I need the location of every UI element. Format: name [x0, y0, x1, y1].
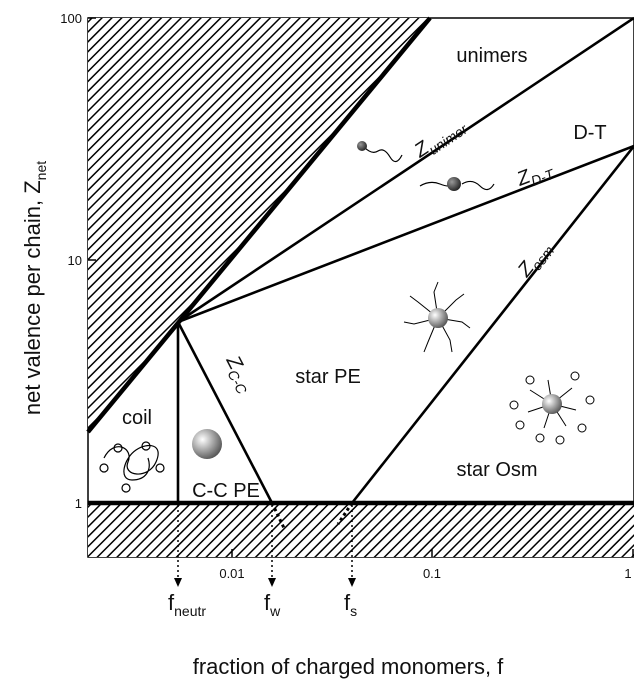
- region-label: star Osm: [456, 459, 537, 481]
- y-tick-label: 100: [60, 11, 82, 26]
- region-label: C-C PE: [192, 480, 260, 502]
- y-axis-subscript: net: [33, 161, 49, 181]
- y-tick-label: 1: [75, 496, 82, 511]
- region-label: D-T: [573, 122, 606, 144]
- arrow-heads: [174, 578, 356, 587]
- region-label: star PE: [295, 366, 361, 388]
- marker-subscript: w: [269, 603, 281, 619]
- x-tick-label: 1: [624, 566, 631, 581]
- x-axis-label: fraction of charged monomers, f: [193, 654, 504, 679]
- marker-label: fw: [264, 590, 281, 619]
- marker-label: fneutr: [168, 590, 206, 619]
- marker-subscript: s: [350, 603, 357, 619]
- y-axis-label: net valence per chain, Znet: [20, 161, 49, 415]
- region-label: coil: [122, 407, 152, 429]
- x-tick-label: 0.01: [219, 566, 244, 581]
- y-tick-label: 10: [68, 253, 82, 268]
- forbidden-region: [88, 503, 634, 557]
- marker-subscript: neutr: [174, 603, 206, 619]
- region-label: unimers: [456, 45, 527, 67]
- cc-icon: [192, 429, 222, 459]
- x-tick-label: 0.1: [423, 566, 441, 581]
- phase-diagram: 100 10 1 0.01 0.1 1 fneutr fw fs fractio…: [0, 0, 634, 683]
- marker-label: fs: [344, 590, 357, 619]
- y-axis-title: net valence per chain, Z: [20, 180, 45, 415]
